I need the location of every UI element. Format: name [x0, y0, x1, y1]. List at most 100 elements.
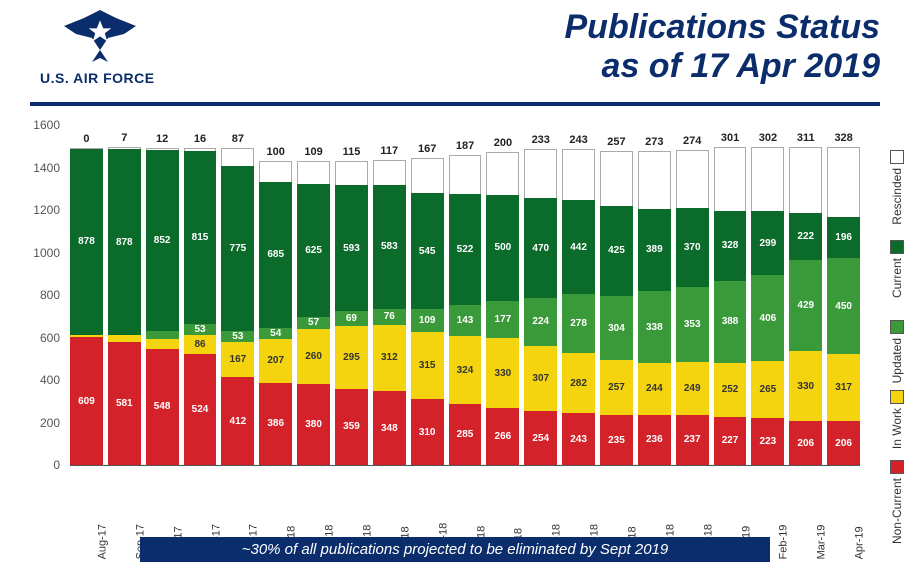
- segment-rescinded: [827, 147, 860, 217]
- bar: 58376312348117: [373, 160, 406, 465]
- segment-non-current: 285: [449, 404, 482, 465]
- segment-rescinded: [789, 147, 822, 213]
- segment-rescinded: [562, 149, 595, 201]
- bar-column: 196450317206328Apr-19: [827, 147, 860, 465]
- segment-current: 522: [449, 194, 482, 305]
- bar: 299406265223302: [751, 147, 784, 465]
- bar-column: 522143324285187Jun-18: [449, 155, 482, 465]
- segment-current: 500: [486, 195, 519, 301]
- segment-current: 545: [411, 193, 444, 309]
- segment-current: 299: [751, 211, 784, 275]
- x-label: Mar-19: [816, 527, 828, 560]
- segment-in-work: 317: [827, 354, 860, 421]
- bar-top-label: 301: [714, 132, 747, 144]
- segment-updated: 76: [373, 309, 406, 325]
- segment-updated: 53: [221, 331, 254, 342]
- legend-item-non-current: Non-Current: [890, 460, 904, 544]
- x-label: Apr-19: [854, 527, 866, 560]
- y-tick: 0: [20, 458, 60, 472]
- segment-non-current: 412: [221, 377, 254, 465]
- bar: 8786090: [70, 148, 103, 465]
- bar-top-label: 16: [184, 133, 217, 145]
- y-tick: 1200: [20, 203, 60, 217]
- segment-rescinded: [600, 151, 633, 206]
- segment-updated: 177: [486, 301, 519, 339]
- bar: 815538652416: [184, 148, 217, 465]
- legend-swatch: [890, 460, 904, 474]
- segment-current: 222: [789, 213, 822, 260]
- legend: Non-CurrentIn WorkUpdatedCurrentRescinde…: [890, 130, 908, 510]
- title-line1: Publications Status: [565, 8, 881, 47]
- legend-label: Rescinded: [890, 168, 904, 225]
- bar: 545109315310167: [411, 158, 444, 465]
- bar-top-label: 167: [411, 143, 444, 155]
- bars-container: 8786090Aug-178785817Sep-1785254812Oct-17…: [70, 125, 860, 465]
- segment-non-current: 609: [70, 337, 103, 466]
- segment-in-work: 330: [789, 351, 822, 421]
- segment-current: 685: [259, 182, 292, 328]
- legend-label: Updated: [890, 338, 904, 383]
- segment-in-work: 249: [676, 362, 709, 415]
- segment-current: 775: [221, 166, 254, 331]
- segment-updated: 278: [562, 294, 595, 353]
- segment-rescinded: [751, 147, 784, 211]
- segment-non-current: 548: [146, 349, 179, 465]
- segment-rescinded: [259, 161, 292, 182]
- segment-current: 878: [108, 149, 141, 336]
- segment-non-current: 236: [638, 415, 671, 465]
- airforce-logo: [60, 6, 140, 66]
- segment-non-current: 380: [297, 384, 330, 465]
- segment-current: 583: [373, 185, 406, 309]
- segment-rescinded: [449, 155, 482, 195]
- bar-top-label: 328: [827, 132, 860, 144]
- segment-current: 878: [70, 149, 103, 336]
- bar: 389338244236273: [638, 151, 671, 466]
- bar-column: 500177330266200Jul-18: [486, 152, 519, 465]
- bar-column: 545109315310167May-18: [411, 158, 444, 465]
- bar-top-label: 302: [751, 132, 784, 144]
- segment-updated: 429: [789, 260, 822, 351]
- segment-updated: 388: [714, 281, 747, 363]
- legend-swatch: [890, 150, 904, 164]
- bar-top-label: 233: [524, 134, 557, 146]
- bar: 62557260380109: [297, 161, 330, 465]
- segment-in-work: 312: [373, 325, 406, 391]
- bar: 196450317206328: [827, 147, 860, 465]
- bar-column: 7755316741287Dec-17: [221, 148, 254, 465]
- segment-in-work: 324: [449, 336, 482, 405]
- bar-top-label: 274: [676, 135, 709, 147]
- bar-column: 425304257235257Oct-18: [600, 151, 633, 465]
- page-title: Publications Status as of 17 Apr 2019: [565, 8, 881, 86]
- segment-updated: [146, 331, 179, 339]
- segment-current: 389: [638, 209, 671, 292]
- bar: 370353249237274: [676, 150, 709, 465]
- segment-current: 196: [827, 217, 860, 259]
- bar-column: 470224307254233Aug-18: [524, 149, 557, 465]
- segment-current: 470: [524, 198, 557, 298]
- segment-in-work: 282: [562, 353, 595, 413]
- segment-updated: 338: [638, 291, 671, 363]
- segment-non-current: 206: [789, 421, 822, 465]
- segment-current: 442: [562, 200, 595, 294]
- segment-updated: 53: [184, 324, 217, 335]
- bar: 7755316741287: [221, 148, 254, 465]
- segment-rescinded: [373, 160, 406, 185]
- bar-top-label: 200: [486, 137, 519, 149]
- segment-in-work: 252: [714, 363, 747, 417]
- segment-in-work: 257: [600, 360, 633, 415]
- bar: 442278282243243: [562, 149, 595, 465]
- segment-updated: 57: [297, 317, 330, 329]
- segment-in-work: 260: [297, 329, 330, 384]
- segment-non-current: 266: [486, 408, 519, 465]
- legend-item-rescinded: Rescinded: [890, 150, 904, 225]
- segment-updated: 406: [751, 275, 784, 361]
- y-tick: 1000: [20, 246, 60, 260]
- bar-top-label: 100: [259, 146, 292, 158]
- bar: 500177330266200: [486, 152, 519, 465]
- segment-current: 815: [184, 151, 217, 324]
- segment-updated: 54: [259, 328, 292, 339]
- segment-non-current: 206: [827, 421, 860, 465]
- bar: 328388252227301: [714, 147, 747, 465]
- bar-column: 442278282243243Sep-18: [562, 149, 595, 465]
- segment-in-work: [146, 339, 179, 349]
